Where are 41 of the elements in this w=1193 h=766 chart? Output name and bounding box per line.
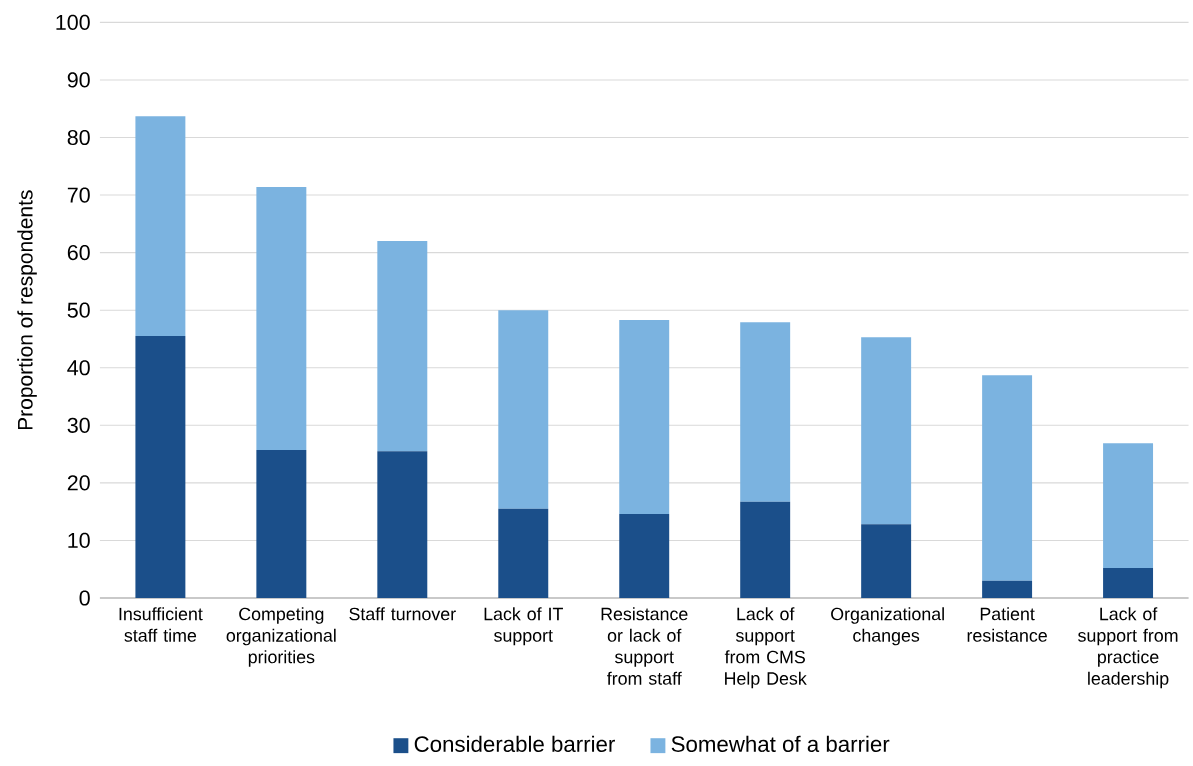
x-tick-label: Organizational changes bbox=[831, 607, 944, 646]
bar bbox=[740, 501, 791, 598]
bar bbox=[256, 449, 307, 598]
bar bbox=[135, 335, 186, 598]
bar bbox=[256, 186, 307, 450]
bar bbox=[377, 451, 428, 598]
x-tick-label: Competing organizational priorities bbox=[226, 607, 336, 667]
bar bbox=[740, 322, 791, 502]
y-tick-label: 70 bbox=[67, 187, 90, 203]
x-tick-label: Resistance or lack of support from staff bbox=[601, 607, 688, 685]
bar bbox=[619, 513, 670, 598]
bar bbox=[377, 241, 428, 452]
x-tick-label: Lack of support from practice leadership bbox=[1078, 607, 1178, 689]
y-tick-label: 20 bbox=[67, 475, 90, 491]
legend-label: Somewhat of a barrier bbox=[671, 735, 890, 752]
y-tick-label: 90 bbox=[67, 72, 90, 88]
bar bbox=[861, 337, 912, 525]
bar bbox=[619, 319, 670, 514]
bar bbox=[1103, 567, 1154, 598]
y-tick-label: 50 bbox=[67, 302, 90, 318]
y-tick-label: 80 bbox=[67, 129, 90, 145]
y-tick-label: 60 bbox=[67, 244, 90, 261]
bar bbox=[1103, 443, 1154, 568]
bar bbox=[861, 524, 912, 598]
x-tick-label: Lack of support from CMS Help Desk bbox=[724, 607, 807, 689]
x-tick-label: Insufficient staff time bbox=[119, 607, 203, 642]
bar bbox=[135, 116, 186, 336]
y-tick-label: 100 bbox=[56, 14, 90, 30]
y-tick-label: 30 bbox=[67, 417, 90, 433]
y-tick-label: 0 bbox=[79, 590, 90, 606]
y-tick-label: 40 bbox=[67, 360, 90, 376]
bar bbox=[498, 508, 549, 598]
bar bbox=[982, 375, 1033, 581]
x-tick-label: Lack of IT support bbox=[484, 607, 563, 646]
bar bbox=[498, 310, 549, 509]
y-axis-title: Proportion of respondents bbox=[17, 190, 37, 429]
x-tick-label: Staff turnover bbox=[349, 607, 456, 621]
legend-label: Considerable barrier bbox=[414, 735, 615, 752]
y-tick-label: 10 bbox=[68, 532, 90, 548]
x-tick-label: Patient resistance bbox=[967, 607, 1047, 642]
bar bbox=[982, 580, 1033, 598]
